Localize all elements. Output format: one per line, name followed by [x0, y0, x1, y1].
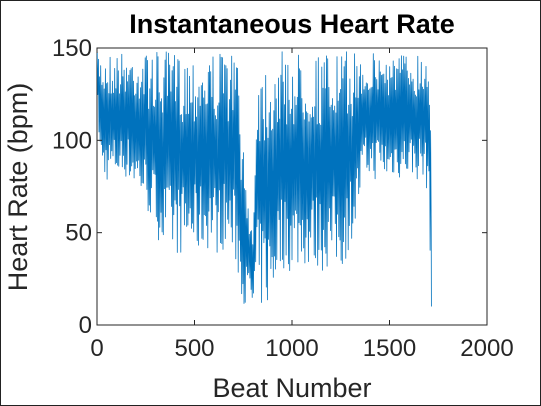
x-axis-label: Beat Number	[212, 373, 371, 403]
x-tick-label: 2000	[460, 335, 513, 362]
y-tick-label: 100	[52, 127, 92, 154]
heart-rate-series-line	[96, 51, 432, 307]
x-tick-label: 500	[174, 335, 214, 362]
x-tick-label: 1500	[363, 335, 416, 362]
series-layer	[96, 51, 432, 307]
y-tick-label: 0	[79, 312, 92, 339]
y-ticks: 0 50 100 150	[52, 35, 487, 339]
y-axis-label: Heart Rate (bpm)	[3, 83, 33, 292]
y-tick-label: 150	[52, 35, 92, 62]
x-tick-label: 1000	[265, 335, 318, 362]
chart-title: Instantaneous Heart Rate	[129, 9, 455, 39]
plot-area: 0 500 1000 1500 2000 0 50 100 150	[52, 35, 514, 362]
x-tick-label: 0	[90, 335, 103, 362]
y-tick-label: 50	[65, 220, 92, 247]
x-ticks: 0 500 1000 1500 2000	[90, 48, 514, 362]
